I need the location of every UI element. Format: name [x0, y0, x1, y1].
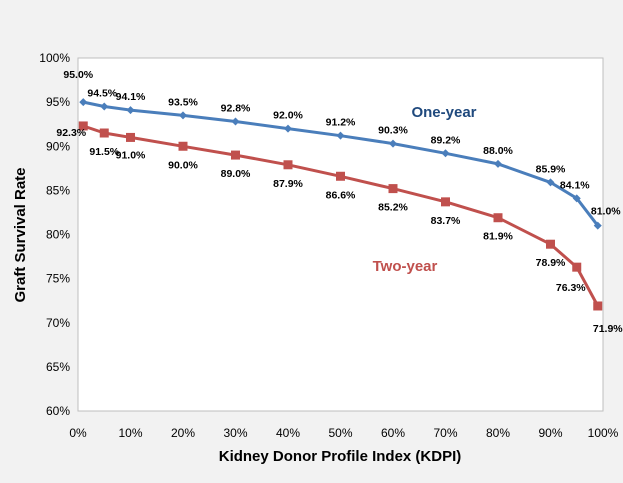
- data-point-two-year: [593, 301, 603, 311]
- data-label-one-year: 95.0%: [63, 69, 93, 81]
- data-point-two-year: [546, 239, 555, 249]
- data-label-one-year: 91.2%: [326, 117, 356, 129]
- axis-ticks: 60% 65% 70% 75% 80% 85% 90% 95% 100% 0% 10% 20% 30% 4…: [39, 51, 618, 440]
- data-label-two-year: 78.9%: [536, 257, 566, 269]
- x-tick-label: 0%: [69, 426, 87, 440]
- y-tick-label: 90%: [46, 139, 70, 153]
- data-label-one-year: 85.9%: [536, 163, 566, 175]
- data-label-one-year: 88.0%: [483, 145, 513, 157]
- data-label-two-year: 85.2%: [378, 202, 408, 214]
- data-point-one-year: [336, 131, 345, 140]
- data-label-two-year: 92.3%: [56, 127, 86, 139]
- data-point-one-year: [494, 159, 502, 168]
- x-axis-title: Kidney Donor Profile Index (KDPI): [219, 448, 462, 465]
- data-label-one-year: 93.5%: [168, 96, 198, 108]
- x-tick-label: 40%: [276, 426, 300, 440]
- y-axis-title: Graft Survival Rate: [12, 167, 29, 302]
- data-point-two-year: [78, 121, 88, 131]
- x-tick-label: 100%: [588, 426, 619, 440]
- series-lines: [78, 98, 603, 311]
- x-tick-label: 20%: [171, 426, 195, 440]
- series-label-two-year: Two-year: [373, 258, 438, 275]
- data-label-two-year: 89.0%: [221, 168, 251, 180]
- data-label-one-year: 81.0%: [591, 206, 621, 218]
- data-label-two-year: 71.9%: [593, 323, 623, 335]
- data-point-two-year: [441, 197, 450, 207]
- data-point-two-year: [99, 128, 109, 138]
- y-tick-label: 85%: [46, 183, 70, 197]
- y-tick-label: 65%: [46, 360, 70, 374]
- data-point-two-year: [336, 171, 345, 181]
- series-label-one-year: One-year: [411, 104, 476, 121]
- data-point-one-year: [79, 98, 88, 107]
- data-point-two-year: [178, 141, 188, 151]
- data-point-one-year: [546, 178, 555, 187]
- data-point-two-year: [493, 213, 503, 223]
- data-label-one-year: 92.8%: [221, 103, 251, 115]
- data-label-one-year: 84.1%: [560, 179, 590, 191]
- data-point-one-year: [572, 194, 581, 203]
- y-tick-label: 60%: [46, 404, 70, 418]
- x-tick-label: 70%: [433, 426, 457, 440]
- data-label-two-year: 87.9%: [273, 178, 303, 190]
- data-label-one-year: 94.5%: [87, 88, 117, 100]
- x-tick-label: 50%: [328, 426, 352, 440]
- data-label-two-year: 81.9%: [483, 231, 513, 243]
- data-label-two-year: 86.6%: [326, 189, 356, 201]
- y-tick-label: 100%: [39, 51, 70, 65]
- data-label-two-year: 90.0%: [168, 159, 198, 171]
- data-label-one-year: 89.2%: [431, 134, 461, 146]
- data-label-one-year: 90.3%: [378, 125, 408, 137]
- data-label-two-year: 83.7%: [431, 215, 461, 227]
- x-tick-label: 30%: [223, 426, 247, 440]
- data-point-two-year: [231, 150, 240, 160]
- data-point-one-year: [179, 111, 187, 120]
- data-label-two-year: 91.5%: [89, 146, 119, 158]
- x-tick-label: 80%: [486, 426, 510, 440]
- data-point-two-year: [388, 184, 398, 194]
- data-label-two-year: 91.0%: [116, 149, 146, 161]
- data-labels: 95.0% 94.5%94.1% 93.5% 92.8% 92.0% 91.2% 90.3%…: [56, 69, 623, 335]
- data-label-one-year: 94.1%: [116, 91, 146, 103]
- data-point-one-year: [389, 139, 397, 148]
- x-tick-label: 10%: [118, 426, 142, 440]
- data-point-two-year: [126, 132, 135, 142]
- plot-area: [77, 57, 604, 412]
- data-label-one-year: 92.0%: [273, 110, 303, 122]
- y-tick-label: 75%: [46, 272, 70, 286]
- y-tick-label: 95%: [46, 95, 70, 109]
- data-point-one-year: [100, 102, 109, 111]
- data-point-two-year: [572, 262, 582, 272]
- x-tick-label: 90%: [538, 426, 562, 440]
- x-tick-label: 60%: [381, 426, 405, 440]
- data-point-one-year: [441, 149, 450, 158]
- data-point-one-year: [126, 106, 135, 115]
- y-tick-label: 80%: [46, 228, 70, 242]
- data-point-two-year: [283, 160, 293, 170]
- data-point-one-year: [231, 117, 240, 126]
- y-tick-label: 70%: [46, 316, 70, 330]
- data-point-one-year: [593, 221, 602, 230]
- data-point-one-year: [284, 124, 292, 133]
- data-label-two-year: 76.3%: [556, 282, 586, 294]
